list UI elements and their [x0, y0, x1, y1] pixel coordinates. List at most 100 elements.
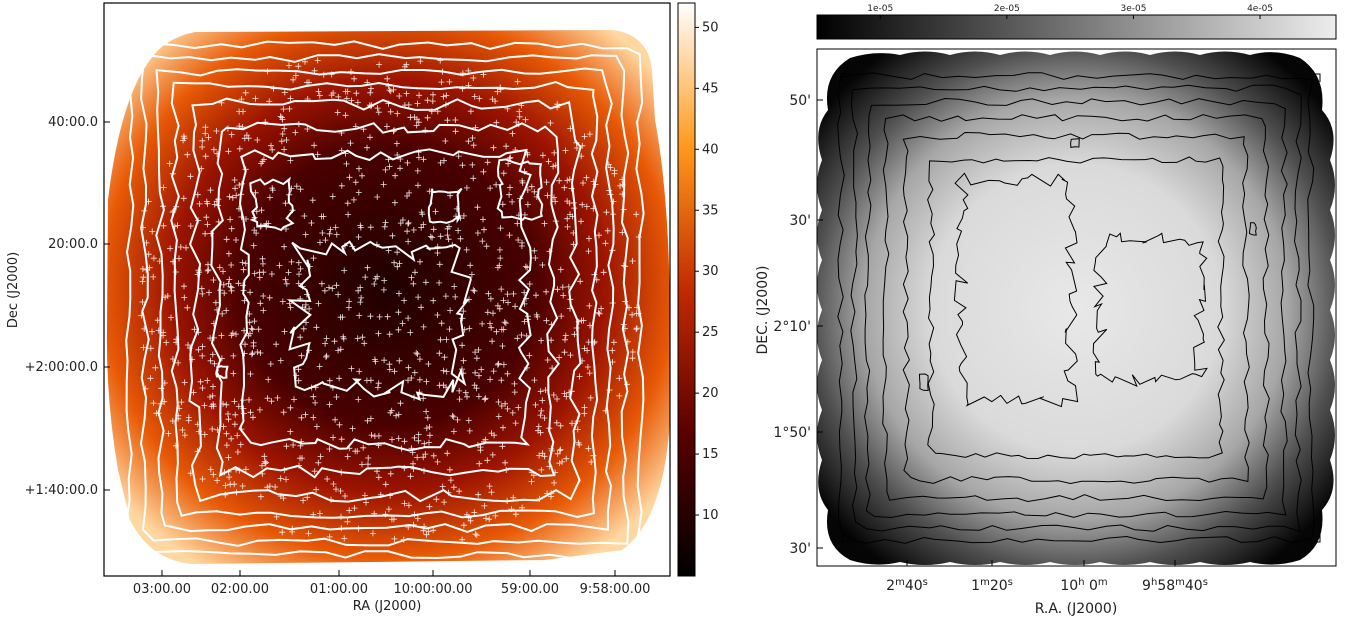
left-source-marker [242, 89, 249, 96]
left-source-marker [585, 248, 592, 255]
left-source-marker [514, 335, 521, 342]
left-source-marker [514, 78, 521, 85]
left-source-marker [260, 293, 267, 299]
left-source-marker [216, 264, 223, 271]
left-source-marker [225, 148, 232, 155]
left-source-marker [442, 101, 449, 108]
left-source-marker [375, 109, 382, 116]
left-source-marker [417, 258, 423, 265]
left-source-marker [410, 460, 416, 467]
left-source-marker [333, 394, 340, 400]
left-source-marker [600, 269, 607, 276]
left-source-marker [586, 131, 593, 138]
left-source-marker [415, 294, 422, 301]
left-source-marker [558, 313, 565, 320]
right-contour-line [882, 114, 1270, 503]
left-source-marker [466, 296, 472, 303]
left-source-marker [557, 266, 564, 273]
left-source-marker [167, 245, 174, 252]
left-source-marker [539, 262, 546, 268]
left-source-marker [548, 321, 555, 328]
left-source-marker [363, 499, 369, 506]
left-source-marker [363, 377, 370, 384]
left-source-marker [387, 470, 394, 477]
left-source-marker [365, 455, 372, 461]
left-source-marker [430, 226, 437, 233]
left-source-marker [596, 232, 602, 239]
left-source-marker [279, 298, 286, 305]
left-source-marker [438, 320, 445, 327]
left-source-marker [460, 522, 467, 529]
left-source-marker [442, 138, 449, 144]
left-source-marker [487, 295, 494, 302]
left-source-marker [495, 413, 502, 420]
left-source-marker [391, 535, 398, 542]
left-source-marker [315, 300, 322, 307]
left-source-marker [492, 512, 499, 519]
left-source-marker [327, 226, 334, 233]
left-source-marker [246, 319, 253, 326]
left-source-marker [568, 388, 575, 395]
left-source-marker [450, 484, 457, 491]
left-source-marker [551, 149, 558, 156]
left-source-marker [336, 421, 343, 428]
left-source-marker [466, 427, 473, 434]
left-source-marker [287, 428, 294, 435]
left-source-marker [574, 426, 581, 433]
left-source-marker [550, 163, 557, 170]
left-source-marker [227, 216, 234, 223]
left-source-marker [395, 435, 402, 442]
left-source-marker [180, 133, 187, 140]
left-source-marker [346, 174, 353, 181]
left-source-marker [480, 71, 487, 78]
left-source-marker [385, 506, 392, 513]
left-source-marker [304, 96, 311, 102]
left-source-marker [545, 158, 552, 165]
left-source-marker [460, 212, 467, 219]
left-source-marker [502, 459, 509, 466]
left-contour-line [427, 187, 463, 224]
left-source-marker [391, 199, 398, 206]
left-source-marker [357, 222, 364, 229]
left-source-marker [519, 239, 525, 246]
left-source-marker [531, 377, 538, 384]
left-source-marker [465, 417, 472, 424]
left-source-marker [569, 213, 576, 220]
left-source-marker [345, 304, 352, 311]
left-source-marker [303, 319, 309, 326]
left-source-marker [580, 180, 586, 186]
left-map-panel: 03:00.00 02:00.00 01:00.00 10:00:00.00 59:00… [6, 2, 671, 614]
left-source-marker [214, 150, 221, 157]
left-source-marker [316, 510, 323, 517]
left-source-marker [289, 207, 296, 214]
left-source-marker [533, 311, 540, 318]
right-colorbar-tick-label: 3e-05 [1120, 4, 1146, 14]
left-source-marker [602, 240, 609, 247]
left-source-marker [538, 466, 545, 473]
left-source-marker [440, 93, 447, 100]
left-source-marker [503, 143, 510, 150]
left-source-marker [226, 193, 233, 200]
left-source-marker [195, 346, 202, 353]
left-source-marker [404, 193, 410, 199]
left-source-marker [385, 100, 392, 107]
left-source-marker [622, 325, 628, 332]
left-source-marker [475, 491, 482, 498]
left-source-marker [539, 450, 546, 457]
left-source-marker [407, 473, 414, 480]
left-source-marker [536, 452, 543, 459]
left-source-marker [446, 326, 453, 333]
left-contour-line [249, 176, 295, 232]
left-source-marker [309, 197, 316, 204]
left-source-marker [187, 173, 194, 180]
left-source-marker [447, 477, 454, 484]
left-source-marker [304, 79, 310, 86]
left-source-marker [490, 368, 497, 375]
left-source-marker [578, 218, 584, 225]
left-source-marker [265, 376, 272, 383]
left-source-marker [259, 470, 266, 477]
left-source-marker [551, 194, 557, 201]
left-source-marker [390, 128, 397, 135]
right-coverage-map [817, 51, 1335, 565]
right-x-tick-label: 2m40s [886, 577, 928, 595]
